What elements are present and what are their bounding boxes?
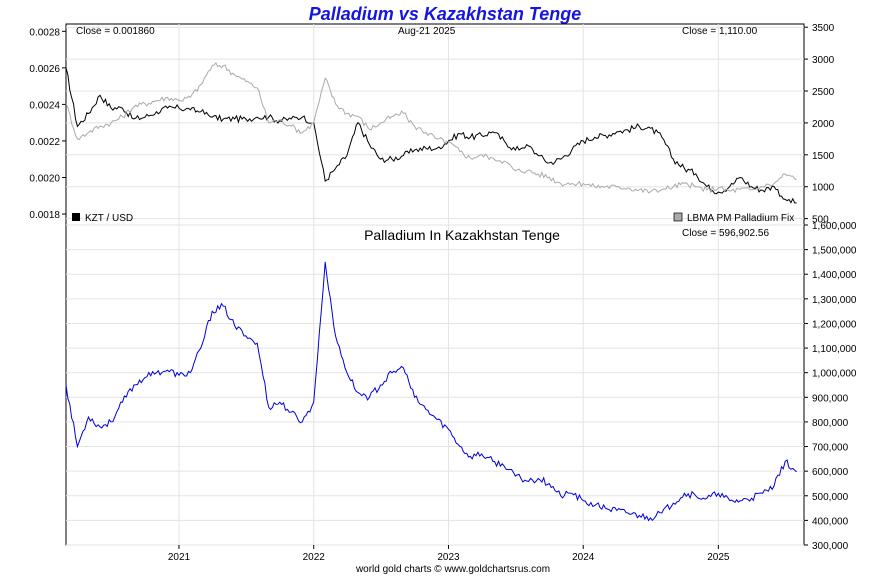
legend-palladium-fix-label: LBMA PM Palladium Fix (687, 213, 794, 224)
bottom-right-tick-label: 500,000 (812, 492, 849, 503)
bottom-right-tick-label: 300,000 (812, 541, 849, 552)
top-left-tick-label: 0.0024 (29, 100, 60, 111)
top-right-tick-label: 500 (812, 215, 829, 226)
x-tick-label: 2024 (572, 552, 595, 563)
x-tick-label: 2022 (303, 552, 326, 563)
bottom-x-axis: 2021 2022 2023 2024 2025 (168, 545, 730, 563)
top-left-tick-label: 0.0020 (29, 173, 60, 184)
legend-kzt-usd: KZT / USD (72, 213, 133, 224)
top-panel: 0.0018 0.0020 0.0022 0.0024 0.0026 0.0028 500… (29, 23, 834, 225)
top-right-axis: 500 1000 1500 2000 2500 3000 3500 (804, 23, 835, 226)
legend-kzt-usd-label: KZT / USD (85, 213, 133, 224)
top-left-tick-label: 0.0028 (29, 27, 60, 38)
bottom-close-label: Close = 596,902.56 (682, 228, 769, 239)
bottom-right-tick-label: 1,200,000 (812, 319, 857, 330)
chart-title: Palladium vs Kazakhstan Tenge (309, 4, 581, 24)
bottom-series-group (65, 261, 797, 522)
legend-palladium-fix-swatch (673, 212, 683, 222)
top-right-tick-label: 2000 (812, 119, 835, 130)
top-left-tick-label: 0.0026 (29, 64, 60, 75)
top-right-close-label: Close = 1,110.00 (682, 26, 758, 37)
bottom-right-tick-label: 1,500,000 (812, 246, 857, 257)
bottom-gridlines (66, 224, 804, 546)
bottom-series-line-palladium-kzt (65, 261, 797, 522)
bottom-right-tick-label: 900,000 (812, 393, 849, 404)
top-left-axis: 0.0018 0.0020 0.0022 0.0024 0.0026 0.0028 (29, 27, 66, 221)
bottom-panel: 300,000 400,000 500,000 600,000 700,000 800,0… (65, 221, 857, 563)
top-right-tick-label: 2500 (812, 87, 835, 98)
top-right-tick-label: 1000 (812, 183, 835, 194)
legend-kzt-usd-swatch (72, 213, 80, 221)
chart-footer: world gold charts © www.goldchartsrus.co… (355, 564, 550, 575)
bottom-right-tick-label: 800,000 (812, 418, 849, 429)
x-tick-label: 2025 (707, 552, 730, 563)
top-left-close-label: Close = 0.001860 (76, 26, 155, 37)
top-right-tick-label: 3000 (812, 55, 835, 66)
bottom-right-tick-label: 1,600,000 (812, 221, 857, 232)
bottom-panel-title: Palladium In Kazakhstan Tenge (364, 227, 560, 243)
bottom-right-tick-label: 1,000,000 (812, 369, 857, 380)
top-series-group (65, 61, 797, 204)
top-right-tick-label: 1500 (812, 151, 835, 162)
top-date-label: Aug-21 2025 (398, 26, 456, 37)
legend-palladium-fix: LBMA PM Palladium Fix (673, 212, 794, 224)
x-tick-label: 2021 (168, 552, 191, 563)
bottom-right-axis: 300,000 400,000 500,000 600,000 700,000 800,0… (804, 221, 857, 552)
bottom-right-tick-label: 600,000 (812, 467, 849, 478)
bottom-right-tick-label: 700,000 (812, 443, 849, 454)
top-left-tick-label: 0.0022 (29, 137, 60, 148)
top-right-tick-label: 3500 (812, 23, 835, 34)
top-left-tick-label: 0.0018 (29, 210, 60, 221)
bottom-right-tick-label: 1,400,000 (812, 270, 857, 281)
bottom-right-tick-label: 1,100,000 (812, 344, 857, 355)
x-tick-label: 2023 (437, 552, 460, 563)
top-series-line-palladium-fix (65, 61, 797, 194)
bottom-right-tick-label: 1,300,000 (812, 295, 857, 306)
bottom-right-tick-label: 400,000 (812, 516, 849, 527)
top-series-line-kzt-usd (65, 67, 797, 204)
